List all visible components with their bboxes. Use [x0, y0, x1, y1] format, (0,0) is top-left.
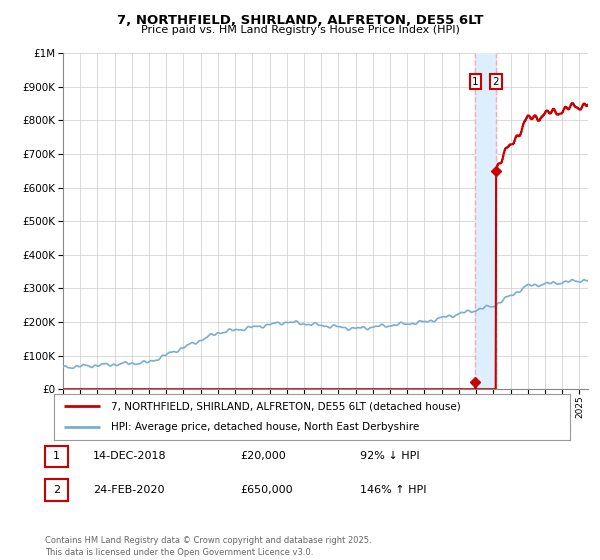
Text: £20,000: £20,000 — [240, 451, 286, 461]
Text: Contains HM Land Registry data © Crown copyright and database right 2025.
This d: Contains HM Land Registry data © Crown c… — [45, 536, 371, 557]
Text: 1: 1 — [472, 77, 479, 87]
Text: £650,000: £650,000 — [240, 485, 293, 495]
Text: 2: 2 — [493, 77, 499, 87]
Text: 14-DEC-2018: 14-DEC-2018 — [93, 451, 167, 461]
Text: 7, NORTHFIELD, SHIRLAND, ALFRETON, DE55 6LT (detached house): 7, NORTHFIELD, SHIRLAND, ALFRETON, DE55 … — [111, 401, 461, 411]
Text: Price paid vs. HM Land Registry's House Price Index (HPI): Price paid vs. HM Land Registry's House … — [140, 25, 460, 35]
Text: 92% ↓ HPI: 92% ↓ HPI — [360, 451, 419, 461]
Text: 7, NORTHFIELD, SHIRLAND, ALFRETON, DE55 6LT: 7, NORTHFIELD, SHIRLAND, ALFRETON, DE55 … — [117, 14, 483, 27]
Text: 146% ↑ HPI: 146% ↑ HPI — [360, 485, 427, 495]
Bar — [475, 53, 496, 389]
Text: HPI: Average price, detached house, North East Derbyshire: HPI: Average price, detached house, Nort… — [111, 422, 419, 432]
Text: 24-FEB-2020: 24-FEB-2020 — [93, 485, 164, 495]
Text: 2: 2 — [53, 485, 60, 495]
Text: 1: 1 — [53, 451, 60, 461]
